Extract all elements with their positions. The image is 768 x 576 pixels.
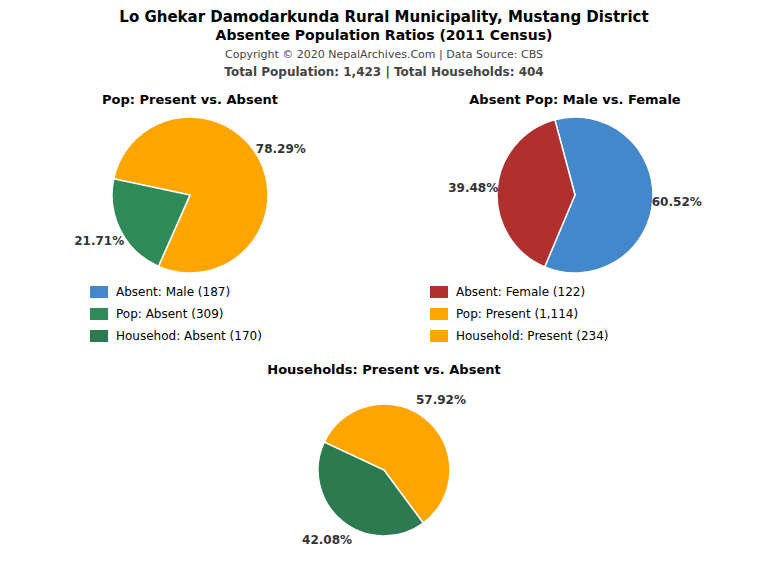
pie-title: Households: Present vs. Absent: [267, 362, 500, 377]
legend-swatch: [430, 308, 448, 320]
annotation: Total Population: 1,423 | Total Househol…: [224, 65, 543, 79]
pie-title: Absent Pop: Male vs. Female: [469, 92, 681, 107]
annotation: Copyright © 2020 NepalArchives.Com | Dat…: [225, 48, 543, 61]
legend: Absent: Male (187) Absent: Female (122) Po…: [90, 285, 608, 343]
pie-chart: Pop: Present vs. Absent 78.29% 21.71%: [74, 92, 306, 273]
subtitle: Absentee Population Ratios (2011 Census): [216, 27, 553, 43]
header: Lo Ghekar Damodarkunda Rural Municipalit…: [119, 8, 648, 79]
slices: [112, 117, 268, 273]
data-label: 60.52%: [652, 195, 702, 209]
legend-item: Househod: Absent (170): [90, 329, 262, 343]
title: Lo Ghekar Damodarkunda Rural Municipalit…: [119, 8, 648, 26]
pie-title: Pop: Present vs. Absent: [102, 92, 278, 107]
pie-slice: [112, 179, 190, 267]
legend-swatch: [430, 330, 448, 342]
slices: [497, 117, 653, 273]
legend-item: Pop: Absent (309): [90, 307, 223, 321]
data-label: 78.29%: [256, 142, 306, 156]
legend-swatch: [90, 308, 108, 320]
data-labels: 78.29% 21.71%: [74, 142, 306, 249]
chart: Lo Ghekar Damodarkunda Rural Municipalit…: [0, 0, 768, 576]
pie-chart: Absent Pop: Male vs. Female 60.52% 39.48%: [448, 92, 702, 273]
data-label: 42.08%: [302, 533, 352, 547]
pie-slice: [318, 442, 423, 536]
legend-label: Househod: Absent (170): [116, 329, 262, 343]
legend-label: Absent: Female (122): [456, 285, 585, 299]
legend-item: Absent: Male (187): [90, 285, 230, 299]
legend-swatch: [90, 286, 108, 298]
legend-label: Absent: Male (187): [116, 285, 230, 299]
legend-label: Pop: Absent (309): [116, 307, 223, 321]
data-labels: 60.52% 39.48%: [448, 181, 702, 209]
data-label: 57.92%: [416, 393, 466, 407]
data-label: 21.71%: [74, 234, 124, 248]
slices: [318, 404, 450, 536]
legend-item: Absent: Female (122): [430, 285, 585, 299]
legend-item: Pop: Present (1,114): [430, 307, 578, 321]
legend-swatch: [90, 330, 108, 342]
legend-label: Pop: Present (1,114): [456, 307, 578, 321]
legend-swatch: [430, 286, 448, 298]
data-label: 39.48%: [448, 181, 498, 195]
legend-item: Household: Present (234): [430, 329, 608, 343]
data-labels: 57.92% 42.08%: [302, 393, 466, 546]
pie-chart: Households: Present vs. Absent 57.92% 42.0…: [267, 362, 500, 547]
legend-label: Household: Present (234): [456, 329, 608, 343]
pie-slice: [497, 120, 575, 267]
